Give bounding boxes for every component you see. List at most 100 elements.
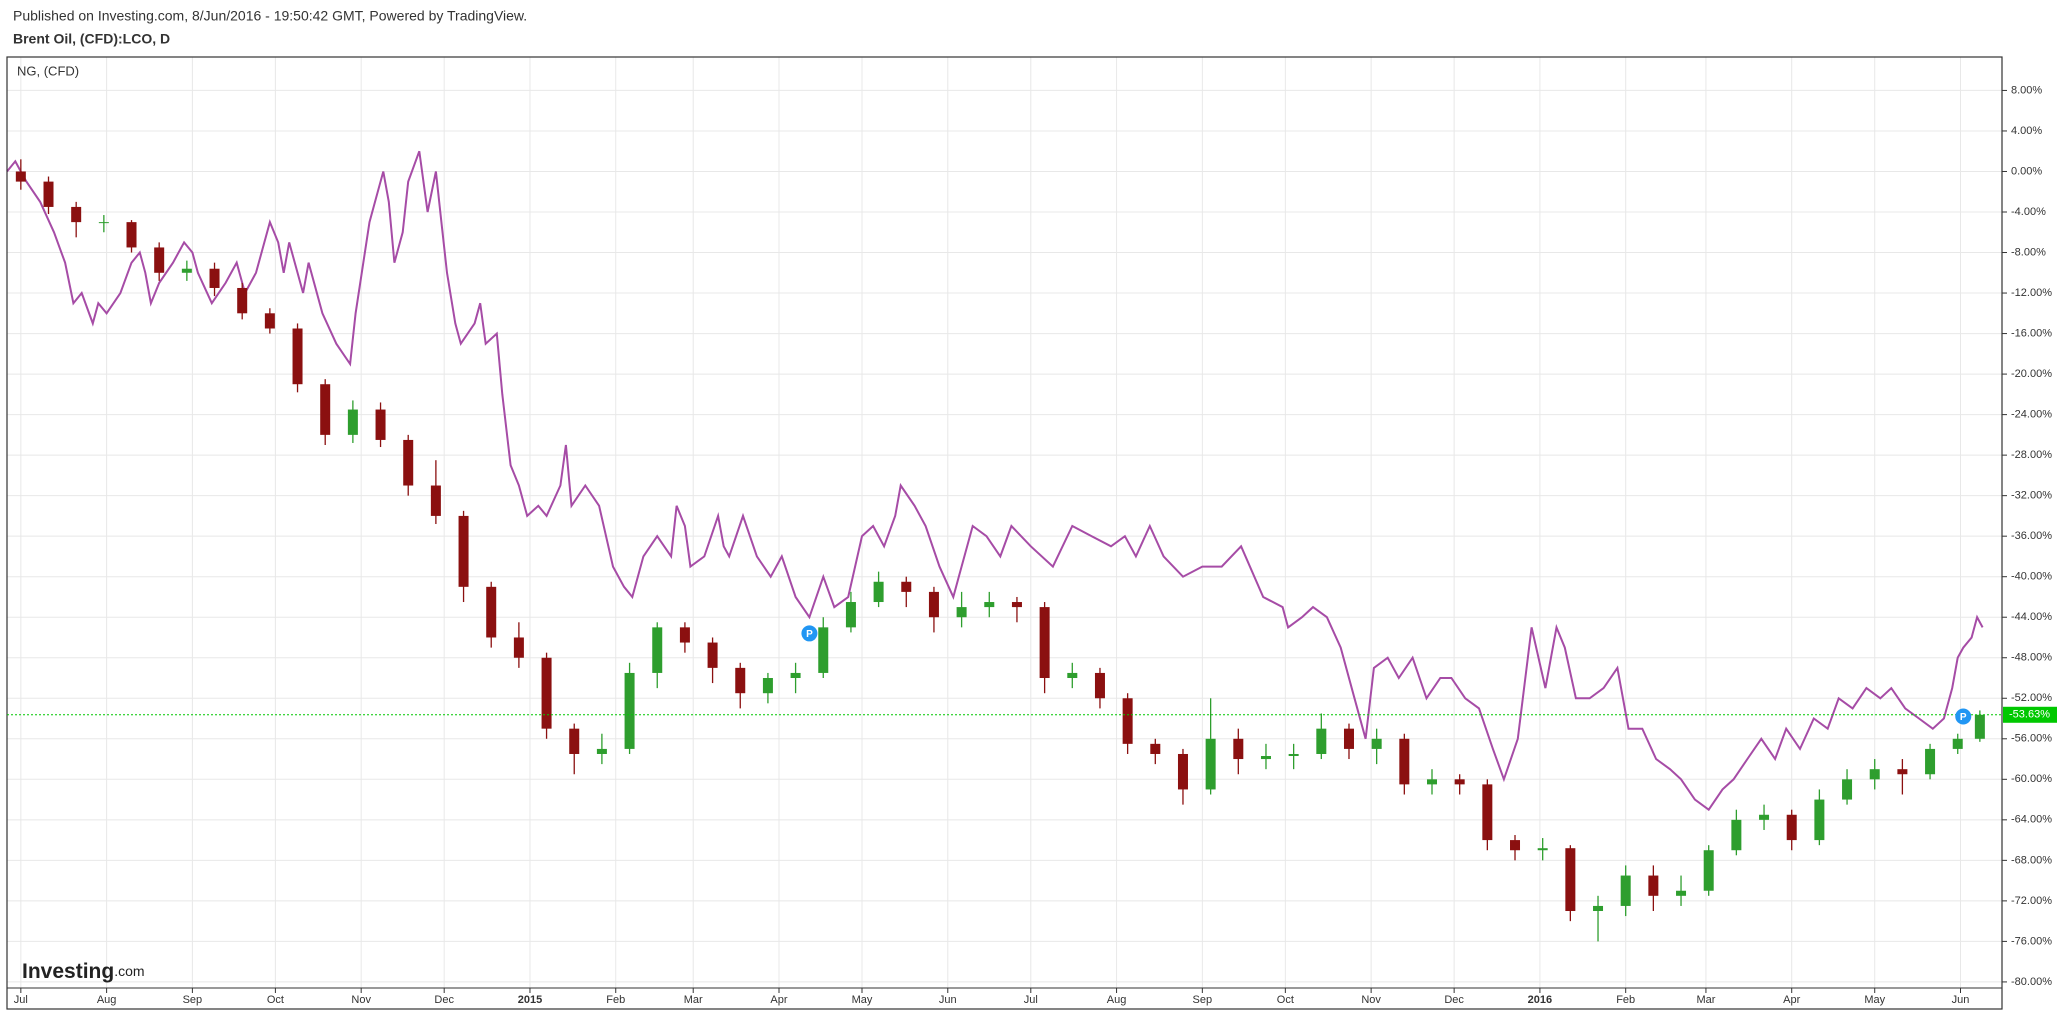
x-tick-label: Apr	[1783, 994, 1800, 1006]
watermark-suffix: .com	[114, 963, 144, 979]
candle-body	[1371, 738, 1382, 749]
candle-body	[1260, 756, 1271, 760]
candle-body	[624, 672, 635, 749]
y-tick-label: -76.00%	[2011, 935, 2052, 947]
x-tick-label: Feb	[1616, 994, 1635, 1006]
candle-body	[984, 602, 995, 608]
candle-body	[845, 602, 856, 628]
candle-body	[1067, 672, 1078, 679]
candle-body	[1842, 779, 1853, 800]
series-label: NG, (CFD)	[17, 63, 79, 78]
x-tick-label: Jul	[1024, 994, 1038, 1006]
y-tick-label: -12.00%	[2011, 287, 2052, 299]
candle-body	[1094, 672, 1105, 699]
candle-body	[1897, 769, 1908, 775]
candle-body	[154, 247, 165, 273]
candle-body	[1593, 905, 1604, 912]
x-tick-label: Dec	[1444, 994, 1464, 1006]
x-tick-label: Jul	[14, 994, 28, 1006]
y-tick-label: 0.00%	[2011, 165, 2042, 177]
y-tick-label: 4.00%	[2011, 125, 2042, 137]
candle-body	[1676, 890, 1687, 896]
ng-line	[6, 150, 1984, 812]
candle-body	[264, 313, 275, 329]
candle-body	[596, 748, 607, 754]
candle-body	[1648, 875, 1659, 896]
candle-body	[652, 627, 663, 673]
y-tick-label: -24.00%	[2011, 409, 2052, 421]
candle-body	[292, 328, 303, 385]
candle-body	[956, 607, 967, 618]
x-tick-label: Aug	[1107, 994, 1127, 1006]
candle-body	[1620, 875, 1631, 906]
candle-body	[928, 591, 939, 618]
candle-body	[1510, 840, 1521, 851]
x-tick-label: Mar	[684, 994, 703, 1006]
candle-body	[458, 515, 469, 587]
x-tick-label: May	[1864, 994, 1885, 1006]
marker-label: P	[1960, 712, 1967, 723]
candle-body	[1952, 738, 1963, 749]
x-tick-label: Oct	[1277, 994, 1294, 1006]
x-tick-label: Apr	[770, 994, 787, 1006]
candle-body	[1565, 848, 1576, 912]
y-tick-label: -64.00%	[2011, 814, 2052, 826]
candle-body	[1454, 779, 1465, 785]
y-tick-label: -32.00%	[2011, 490, 2052, 502]
candle-body	[181, 268, 192, 273]
candle-body	[1974, 714, 1985, 739]
watermark-name: Investing	[22, 960, 114, 983]
marker	[1955, 708, 1972, 725]
candle-body	[541, 657, 552, 729]
marker	[801, 625, 818, 642]
y-tick-label: -68.00%	[2011, 854, 2052, 866]
candle-body	[1869, 769, 1880, 780]
y-tick-label: 8.00%	[2011, 84, 2042, 96]
candle-body	[15, 171, 26, 182]
candle-body	[1759, 814, 1770, 820]
candle-body	[347, 409, 358, 435]
y-tick-label: -20.00%	[2011, 368, 2052, 380]
y-tick-label: -48.00%	[2011, 652, 2052, 664]
source-line: Published on Investing.com, 8/Jun/2016 -…	[13, 8, 527, 24]
x-tick-label: 2015	[518, 994, 542, 1006]
candle-body	[1925, 748, 1936, 775]
x-tick-label: Jun	[1952, 994, 1970, 1006]
y-tick-label: -16.00%	[2011, 327, 2052, 339]
candle-body	[1205, 738, 1216, 790]
last-value-box	[2003, 706, 2057, 723]
chart-title: Brent Oil, (CFD):LCO, D	[13, 31, 170, 47]
candle-body	[1786, 814, 1797, 841]
y-tick-label: -4.00%	[2011, 206, 2046, 218]
candle-body	[320, 384, 331, 435]
candle-body	[1427, 779, 1437, 785]
candle-body	[1482, 784, 1493, 841]
candle-body	[237, 287, 248, 314]
candle-body	[735, 667, 746, 694]
y-tick-label: -72.00%	[2011, 895, 2052, 907]
candle-body	[1814, 799, 1825, 841]
candle-body	[1399, 738, 1410, 785]
candle-body	[818, 627, 829, 673]
candle-body	[1288, 753, 1299, 757]
candle-body	[1233, 738, 1244, 760]
candle-body	[98, 222, 109, 224]
x-tick-label: Dec	[434, 994, 454, 1006]
candle-body	[1011, 602, 1022, 608]
y-tick-label: -52.00%	[2011, 692, 2052, 704]
candle-body	[1177, 753, 1188, 790]
y-tick-label: -36.00%	[2011, 530, 2052, 542]
candle-body	[1343, 728, 1354, 749]
y-tick-label: -28.00%	[2011, 449, 2052, 461]
candle-body	[1731, 819, 1742, 851]
x-tick-label: Feb	[606, 994, 625, 1006]
candle-body	[430, 485, 441, 516]
candle-body	[1150, 743, 1161, 754]
candle-body	[873, 581, 884, 603]
x-tick-label: 2016	[1528, 994, 1552, 1006]
candle-body	[43, 181, 54, 207]
candle-body	[569, 728, 580, 754]
x-tick-label: Oct	[267, 994, 284, 1006]
x-tick-label: Sep	[183, 994, 203, 1006]
